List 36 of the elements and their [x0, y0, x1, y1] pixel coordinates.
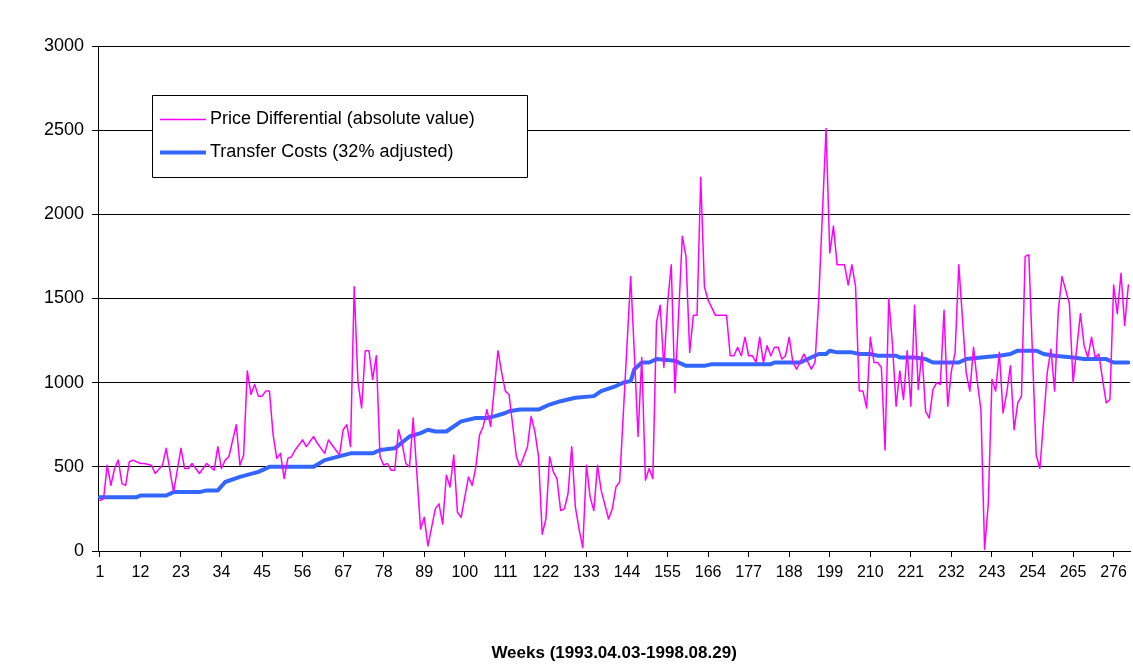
x-tick-label: 276: [1100, 563, 1128, 581]
x-tick-label: 254: [1019, 563, 1046, 581]
x-tick-label: 232: [938, 563, 965, 581]
x-tick-label: 45: [253, 563, 272, 581]
x-tick-label: 166: [694, 563, 722, 581]
x-tick-label: 177: [735, 563, 763, 581]
x-tick-label: 210: [856, 563, 884, 581]
legend-label: Transfer Costs (32% adjusted): [210, 141, 454, 162]
x-tick-label: 23: [172, 563, 190, 581]
x-tick-label: 100: [451, 563, 479, 581]
x-tick-label: 1: [95, 563, 105, 581]
y-tick-label: 1000: [43, 371, 84, 392]
y-tick-label: 1500: [43, 287, 84, 308]
x-tick-label: 111: [493, 563, 518, 581]
y-tick-label: 2000: [43, 203, 84, 224]
x-tick-label: 12: [131, 563, 150, 581]
x-tick-label: 265: [1059, 563, 1087, 581]
x-tick-label: 56: [293, 563, 312, 581]
x-tick-label: 144: [613, 563, 641, 581]
x-tick-label: 89: [415, 563, 434, 581]
x-tick-label: 67: [334, 563, 353, 581]
x-tick-label: 199: [816, 563, 844, 581]
x-tick-label: 78: [374, 563, 393, 581]
y-tick-label: 0: [73, 539, 84, 560]
x-tick-label: 243: [978, 563, 1006, 581]
x-tick-label: 188: [775, 563, 803, 581]
x-axis-title: Weeks (1993.04.03-1998.08.29): [491, 643, 737, 663]
legend-label: Price Differential (absolute value): [210, 108, 475, 129]
y-tick-label: 500: [53, 455, 84, 476]
x-tick-label: 221: [897, 563, 925, 581]
x-tick-label: 34: [212, 563, 231, 581]
x-tick-label: 122: [532, 563, 560, 581]
y-tick-label: 2500: [43, 119, 84, 140]
x-tick-label: 155: [654, 563, 681, 581]
x-tick-label: 133: [573, 563, 600, 581]
y-tick-label: 3000: [43, 34, 84, 55]
